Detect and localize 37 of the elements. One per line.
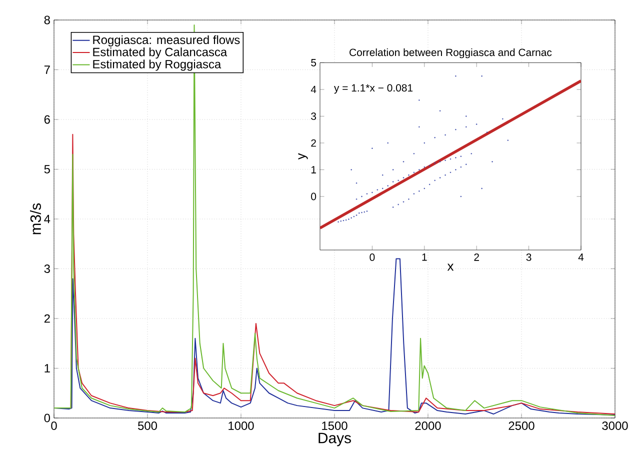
- y-axis-title: y: [298, 153, 308, 160]
- x-axis-title: Days: [318, 432, 351, 446]
- y-tick-label: 2: [311, 139, 316, 147]
- legend-label: Estimated by Roggiasca: [93, 60, 222, 71]
- x-tick-label: 1000: [228, 422, 254, 430]
- y-tick-label: 3: [44, 264, 50, 273]
- x-tick-label: 2500: [508, 422, 534, 430]
- x-tick-label: 1500: [322, 422, 348, 430]
- line-series: [54, 24, 616, 416]
- x-tick-label: 2000: [415, 422, 441, 430]
- y-tick-label: 5: [44, 165, 50, 174]
- y-tick-label: 0: [44, 414, 50, 422]
- y-axis-title: m3/s: [30, 203, 41, 234]
- y-tick-label: 4: [44, 214, 50, 224]
- y-tick-label: 4: [310, 86, 316, 94]
- x-tick-label: 0: [51, 422, 57, 430]
- y-tick-label: 5: [311, 59, 316, 66]
- x-tick-label: 1: [422, 254, 427, 261]
- chart-title: Correlation between Roggiasca and Carnac: [350, 48, 552, 58]
- y-tick-label: 6: [44, 115, 50, 124]
- x-tick-label: 0: [370, 254, 375, 261]
- x-axis-title: x: [447, 264, 454, 271]
- y-tick-label: 3: [311, 112, 316, 120]
- legend-label: Estimated by Calancasca: [93, 47, 228, 59]
- y-tick-label: 2: [44, 314, 50, 323]
- x-tick-label: 500: [138, 422, 158, 430]
- annotation: y = 1.1*x − 0.081: [334, 84, 413, 94]
- x-tick-label: 3: [526, 254, 532, 261]
- y-tick-label: 1: [311, 166, 316, 174]
- y-tick-label: 8: [44, 16, 50, 24]
- x-tick-label: 3000: [602, 422, 628, 430]
- y-tick-label: 7: [44, 66, 50, 74]
- x-tick-label: 4: [578, 254, 584, 261]
- x-tick-label: 2: [474, 254, 479, 261]
- y-tick-label: 0: [311, 192, 316, 200]
- y-tick-label: 1: [44, 364, 50, 372]
- legend-label: Roggiasca: measured flows: [93, 35, 240, 46]
